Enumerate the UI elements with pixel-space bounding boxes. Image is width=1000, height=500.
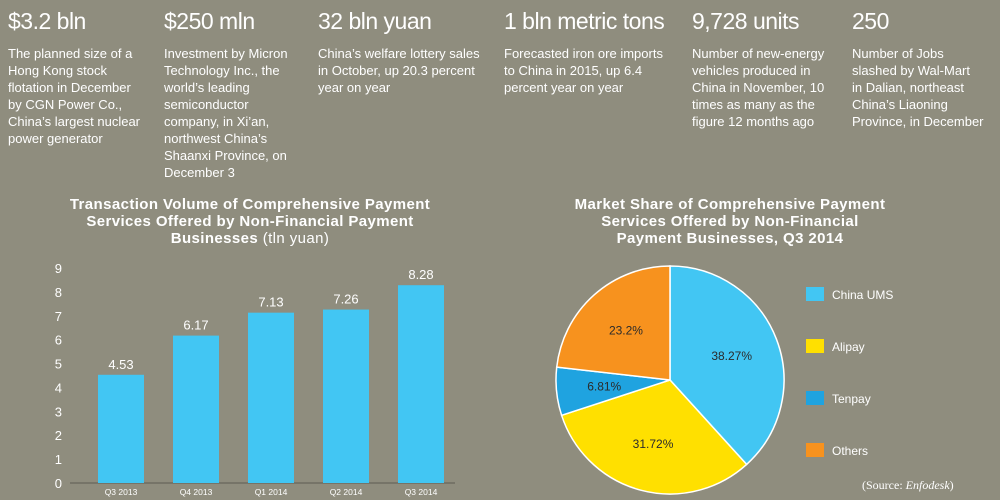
y-tick-label: 5: [55, 357, 62, 372]
y-tick-label: 1: [55, 452, 62, 467]
fact-description: Forecasted iron ore imports to China in …: [504, 46, 663, 95]
legend-label: Alipay: [832, 340, 865, 354]
fact-item: 32 bln yuan China’s welfare lottery sale…: [318, 6, 498, 96]
y-tick-label: 7: [55, 309, 62, 324]
pie-slice: [555, 265, 671, 381]
fact-number: 9,728 units: [692, 8, 800, 34]
pie-slice: [669, 265, 785, 466]
fact-description: Investment by Micron Technology Inc., th…: [164, 46, 288, 180]
legend-swatch: [806, 339, 824, 353]
bar-chart-unit: (tln yuan): [262, 230, 330, 247]
fact-number: $3.2 bln: [8, 8, 86, 34]
y-tick-label: 6: [55, 333, 62, 348]
source-suffix: ): [949, 478, 954, 492]
x-tick-label: Q1 2014: [255, 487, 288, 497]
bar-value-label: 7.13: [258, 295, 283, 310]
pie-slice-label: 31.72%: [633, 437, 674, 451]
source-prefix: (Source:: [862, 478, 906, 492]
fact-description: Number of new-energy vehicles produced i…: [692, 46, 825, 129]
x-tick-label: Q3 2013: [105, 487, 138, 497]
pie-slice-label: 6.81%: [587, 380, 621, 394]
pie-chart-title: Market Share of Comprehensive Payment Se…: [574, 196, 886, 247]
y-tick-label: 8: [55, 285, 62, 300]
x-tick-label: Q4 2013: [180, 487, 213, 497]
fact-description: China’s welfare lottery sales in October…: [318, 46, 480, 95]
bar-value-label: 8.28: [408, 267, 433, 282]
y-tick-label: 9: [55, 261, 62, 276]
y-tick-label: 4: [55, 380, 62, 395]
y-tick-label: 0: [55, 476, 62, 491]
bar: [248, 312, 294, 483]
bar-value-label: 7.26: [333, 292, 358, 307]
legend-label: Others: [832, 444, 868, 458]
fact-item: 1 bln metric tons Forecasted iron ore im…: [504, 6, 684, 96]
bar: [173, 335, 219, 483]
legend-label: Tenpay: [832, 392, 871, 406]
y-tick-label: 3: [55, 404, 62, 419]
bar-chart: 0 1 2 3 4 5 6 7 8 9 4.53 Q3 2013 6.17 Q4 2013 7.13 Q1 2…: [55, 261, 455, 497]
fact-item: 250 Number of Jobs slashed by Wal-Mart i…: [852, 6, 997, 130]
bar-chart-title: Transaction Volume of Comprehensive Paym…: [20, 196, 480, 247]
fact-number: $250 mln: [164, 8, 255, 34]
legend-label: China UMS: [832, 288, 893, 302]
fact-item: $250 mln Investment by Micron Technology…: [164, 6, 314, 181]
source-note: (Source: Enfodesk): [862, 478, 954, 493]
pie-slice-label: 38.27%: [711, 349, 752, 363]
y-tick-label: 2: [55, 428, 62, 443]
legend-swatch: [806, 391, 824, 405]
x-tick-label: Q3 2014: [405, 487, 438, 497]
source-name: Enfodesk: [905, 478, 950, 492]
bar-value-label: 6.17: [183, 318, 208, 333]
bar-value-label: 4.53: [108, 357, 133, 372]
fact-item: $3.2 bln The planned size of a Hong Kong…: [8, 6, 158, 147]
bar: [398, 285, 444, 483]
x-tick-label: Q2 2014: [330, 487, 363, 497]
key-figures-strip: $3.2 bln The planned size of a Hong Kong…: [0, 0, 1000, 190]
pie-slice: [560, 379, 748, 495]
legend-swatch: [806, 287, 824, 301]
pie-slice-label: 23.2%: [609, 324, 643, 338]
fact-description: The planned size of a Hong Kong stock fl…: [8, 46, 140, 146]
bar: [323, 309, 369, 483]
bar: [98, 374, 144, 483]
fact-number: 1 bln metric tons: [504, 8, 665, 34]
fact-number: 250: [852, 8, 889, 34]
legend-swatch: [806, 443, 824, 457]
fact-description: Number of Jobs slashed by Wal-Mart in Da…: [852, 46, 984, 129]
bar-chart-title-text: Transaction Volume of Comprehensive Paym…: [69, 196, 431, 247]
pie-chart: 38.27% 31.72% 6.81% 23.2% China UMS Alipay Ten…: [555, 265, 893, 495]
fact-item: 9,728 units Number of new-energy vehicle…: [692, 6, 842, 130]
fact-number: 32 bln yuan: [318, 8, 432, 34]
